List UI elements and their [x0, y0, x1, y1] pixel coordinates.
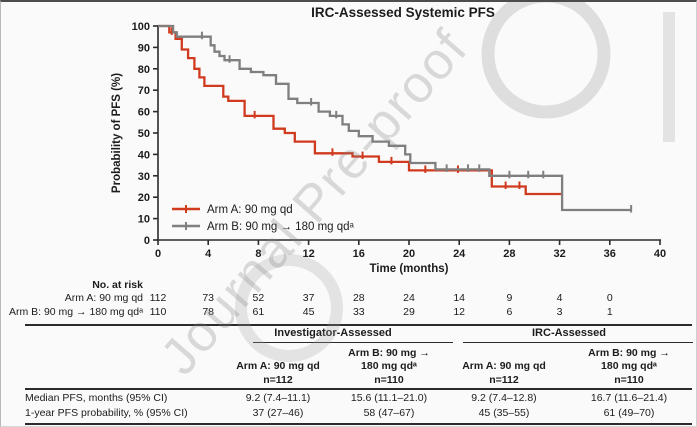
x-tick-label: 4	[205, 248, 212, 260]
table-rule-header	[25, 388, 692, 390]
column-header-line: Arm A: 90 mg qd	[236, 360, 320, 372]
at-risk-count: 28	[353, 292, 365, 304]
cell-median-inv-b: 15.6 (11.1–21.0)	[350, 392, 428, 404]
at-risk-count: 37	[303, 292, 315, 304]
at-risk-count: 9	[506, 292, 512, 304]
column-header-irc-arm-b: Arm B: 90 mg → 180 mg qdᵃ n=110	[559, 346, 696, 388]
group-underline-irc	[463, 342, 693, 343]
x-tick-label: 12	[302, 248, 314, 260]
y-tick-label: 80	[138, 64, 150, 76]
legend-label-arm-b: Arm B: 90 mg → 180 mg qdᵃ	[207, 221, 355, 233]
plot-area: 0 10 20 30 40 50 60 70 80 90 100 0 4 8 12 16 20 24 28 32 36 4…	[132, 21, 666, 260]
cell-1yr-irc-b: 61 (49–70)	[603, 407, 655, 419]
column-header-inv-arm-a: Arm A: 90 mg qd n=112	[208, 360, 348, 387]
y-tick-label: 90	[138, 42, 150, 54]
at-risk-count: 3	[557, 306, 563, 318]
km-chart: IRC-Assessed Systemic PFS Probability of…	[9, 5, 666, 318]
table-rule-bottom	[25, 423, 692, 425]
km-curve-arm-a	[158, 24, 563, 196]
x-tick-label: 20	[403, 248, 415, 260]
chart-title: IRC-Assessed Systemic PFS	[311, 5, 495, 20]
cell-median-irc-a: 9.2 (7.4–12.8)	[471, 392, 537, 404]
at-risk-count: 1	[607, 306, 613, 318]
y-tick-label: 20	[138, 192, 150, 204]
cell-1yr-irc-a: 45 (35–55)	[478, 407, 530, 419]
at-risk-count: 14	[453, 292, 465, 304]
cell-median-inv-a: 9.2 (7.4–11.1)	[245, 392, 311, 404]
y-tick-label: 0	[144, 235, 150, 247]
group-underline-investigator	[253, 342, 453, 343]
at-risk-count: 0	[607, 292, 613, 304]
at-risk-count: 61	[253, 306, 265, 318]
legend-label-arm-a: Arm A: 90 mg qd	[207, 204, 293, 216]
column-header-line: 180 mg qdᵃ	[601, 360, 657, 372]
at-risk-count: 12	[453, 306, 465, 318]
x-axis-label: Time (months)	[369, 263, 448, 275]
row-label-median-pfs: Median PFS, months (95% CI)	[25, 392, 168, 404]
y-tick-label: 60	[138, 107, 150, 119]
x-tick-label: 32	[553, 248, 565, 260]
at-risk-count: 6	[506, 306, 512, 318]
x-tick-label: 24	[453, 248, 466, 260]
cell-1yr-inv-a: 37 (27–46)	[252, 407, 304, 419]
column-header-line: Arm B: 90 mg →	[588, 346, 670, 359]
chart-legend: Arm A: 90 mg qd Arm B: 90 mg → 180 mg qd…	[172, 204, 355, 233]
at-risk-counts: 112 73 52 37 28 24 14 9 4 0 110 78 61 45 33 29 12 6 3 1	[150, 292, 613, 318]
summary-table: Investigator-Assessed IRC-Assessed Arm A…	[1, 318, 696, 426]
at-risk-count: 24	[403, 292, 415, 304]
table-rule-top	[25, 324, 692, 326]
y-tick-label: 70	[138, 85, 150, 97]
column-header-line: n=110	[614, 373, 644, 386]
km-curve-arm-b	[158, 24, 632, 212]
column-header-irc-arm-a: Arm A: 90 mg qd n=112	[434, 360, 574, 387]
at-risk-count: 73	[202, 292, 214, 304]
at-risk-title: No. at risk	[92, 279, 143, 291]
x-tick-label: 8	[255, 248, 261, 260]
y-tick-label: 10	[138, 214, 150, 226]
at-risk-label-arm-a: Arm A: 90 mg qd	[65, 292, 143, 304]
cell-median-irc-b: 16.7 (11.6–21.4)	[590, 392, 668, 404]
at-risk-count: 52	[253, 292, 265, 304]
column-header-line: n=112	[489, 373, 519, 386]
y-tick-label: 40	[138, 149, 150, 161]
y-tick-label: 50	[138, 128, 150, 140]
y-tick-label: 100	[132, 21, 150, 33]
at-risk-table: No. at risk Arm A: 90 mg qd Arm B: 90 mg…	[9, 279, 613, 318]
x-tick-label: 40	[654, 248, 666, 260]
at-risk-count: 33	[353, 306, 365, 318]
column-header-inv-arm-b: Arm B: 90 mg → 180 mg qdᵃ n=110	[319, 347, 459, 388]
at-risk-count: 4	[557, 292, 563, 304]
group-header-irc: IRC-Assessed	[532, 327, 606, 339]
x-tick-label: 0	[155, 248, 161, 260]
column-header-line: Arm A: 90 mg qd	[462, 360, 546, 372]
column-header-line: Arm B: 90 mg →	[348, 346, 430, 359]
at-risk-count: 45	[303, 306, 315, 318]
at-risk-count: 112	[150, 292, 167, 304]
at-risk-label-arm-b: Arm B: 90 mg → 180 mg qdᵃ	[9, 306, 143, 318]
y-tick-label: 30	[138, 171, 150, 183]
at-risk-count: 110	[150, 306, 167, 318]
cell-1yr-inv-b: 58 (47–67)	[363, 407, 415, 419]
at-risk-count: 78	[202, 306, 214, 318]
group-header-investigator: Investigator-Assessed	[274, 327, 392, 339]
column-header-line: 180 mg qdᵃ	[361, 360, 417, 372]
x-tick-label: 36	[604, 248, 616, 260]
column-header-line: n=110	[374, 373, 404, 386]
column-header-line: n=112	[263, 373, 293, 386]
y-axis-label: Probability of PFS (%)	[111, 73, 123, 193]
row-label-1yr-pfs: 1-year PFS probability, % (95% CI)	[25, 407, 188, 419]
x-tick-label: 28	[503, 248, 515, 260]
x-tick-label: 16	[353, 248, 365, 260]
at-risk-count: 29	[403, 306, 415, 318]
